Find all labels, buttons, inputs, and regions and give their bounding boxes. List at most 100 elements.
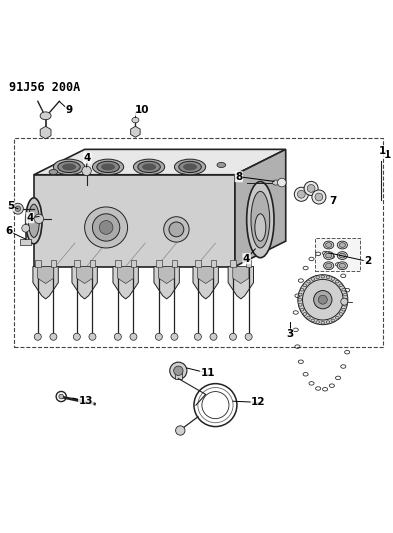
Ellipse shape [217, 163, 226, 167]
Circle shape [294, 187, 309, 201]
Ellipse shape [58, 161, 80, 173]
Bar [51, 260, 56, 267]
Text: 7: 7 [330, 196, 337, 206]
Ellipse shape [307, 280, 310, 283]
Ellipse shape [326, 276, 330, 279]
Ellipse shape [164, 217, 189, 242]
Ellipse shape [132, 117, 139, 123]
Ellipse shape [316, 276, 320, 279]
Bar [211, 260, 216, 267]
Ellipse shape [335, 280, 339, 283]
Ellipse shape [134, 159, 165, 175]
Ellipse shape [92, 214, 120, 241]
Text: 2: 2 [364, 256, 371, 266]
Circle shape [298, 274, 348, 325]
Polygon shape [235, 149, 286, 266]
Circle shape [312, 190, 326, 204]
Polygon shape [38, 266, 53, 284]
Text: 91J56 200A: 91J56 200A [9, 81, 80, 94]
Ellipse shape [331, 278, 334, 280]
Ellipse shape [183, 164, 197, 171]
Ellipse shape [343, 303, 347, 306]
Circle shape [34, 214, 44, 223]
Polygon shape [193, 266, 219, 299]
Ellipse shape [339, 253, 345, 258]
Circle shape [195, 333, 201, 340]
Circle shape [15, 206, 20, 212]
Text: 11: 11 [200, 368, 215, 378]
Bar [35, 260, 40, 267]
Circle shape [303, 279, 343, 320]
Ellipse shape [40, 112, 51, 120]
Ellipse shape [303, 284, 307, 287]
Bar [172, 260, 177, 267]
Ellipse shape [255, 214, 266, 241]
Bar [74, 260, 79, 267]
Circle shape [315, 193, 323, 201]
Ellipse shape [299, 303, 302, 306]
Ellipse shape [342, 308, 345, 311]
Circle shape [114, 333, 121, 340]
Bar [315, 238, 360, 271]
Ellipse shape [303, 313, 307, 316]
Ellipse shape [299, 293, 302, 296]
Ellipse shape [343, 293, 347, 296]
Circle shape [171, 333, 178, 340]
Ellipse shape [138, 161, 160, 173]
Circle shape [13, 203, 23, 214]
Ellipse shape [339, 243, 345, 247]
Circle shape [22, 224, 29, 232]
Ellipse shape [323, 262, 334, 270]
Ellipse shape [335, 316, 339, 319]
Polygon shape [33, 266, 58, 299]
Ellipse shape [84, 207, 128, 248]
Ellipse shape [323, 241, 334, 249]
Circle shape [210, 333, 217, 340]
Ellipse shape [339, 263, 345, 268]
Ellipse shape [337, 241, 347, 249]
Ellipse shape [337, 252, 347, 260]
Circle shape [304, 181, 318, 196]
Ellipse shape [321, 321, 325, 324]
Bar [115, 260, 121, 267]
Circle shape [73, 333, 80, 340]
Polygon shape [40, 126, 51, 139]
Ellipse shape [325, 243, 332, 247]
Text: 4: 4 [26, 213, 34, 223]
Ellipse shape [337, 262, 347, 270]
Circle shape [298, 190, 305, 198]
Polygon shape [154, 266, 179, 299]
Ellipse shape [251, 191, 270, 248]
Ellipse shape [97, 161, 119, 173]
Ellipse shape [298, 298, 301, 301]
Text: 4: 4 [243, 254, 250, 264]
Bar [246, 260, 252, 267]
Bar [20, 239, 31, 245]
Circle shape [34, 333, 41, 340]
Ellipse shape [101, 164, 115, 171]
Bar [131, 260, 136, 267]
Ellipse shape [62, 164, 76, 171]
Bar [195, 260, 200, 267]
Ellipse shape [344, 298, 348, 301]
Text: 12: 12 [251, 398, 266, 407]
Ellipse shape [342, 288, 345, 291]
Text: 13: 13 [79, 396, 93, 406]
Ellipse shape [311, 278, 314, 280]
Ellipse shape [307, 316, 310, 319]
Circle shape [50, 333, 57, 340]
Ellipse shape [325, 263, 332, 268]
Circle shape [155, 333, 162, 340]
Polygon shape [228, 266, 253, 299]
Ellipse shape [325, 253, 332, 258]
Ellipse shape [300, 308, 304, 311]
Circle shape [318, 295, 327, 304]
Polygon shape [159, 266, 174, 284]
Polygon shape [72, 266, 97, 299]
Ellipse shape [179, 161, 201, 173]
Ellipse shape [53, 159, 84, 175]
Circle shape [341, 298, 348, 305]
Polygon shape [34, 149, 286, 175]
Text: 9: 9 [66, 106, 73, 115]
Ellipse shape [331, 319, 334, 322]
